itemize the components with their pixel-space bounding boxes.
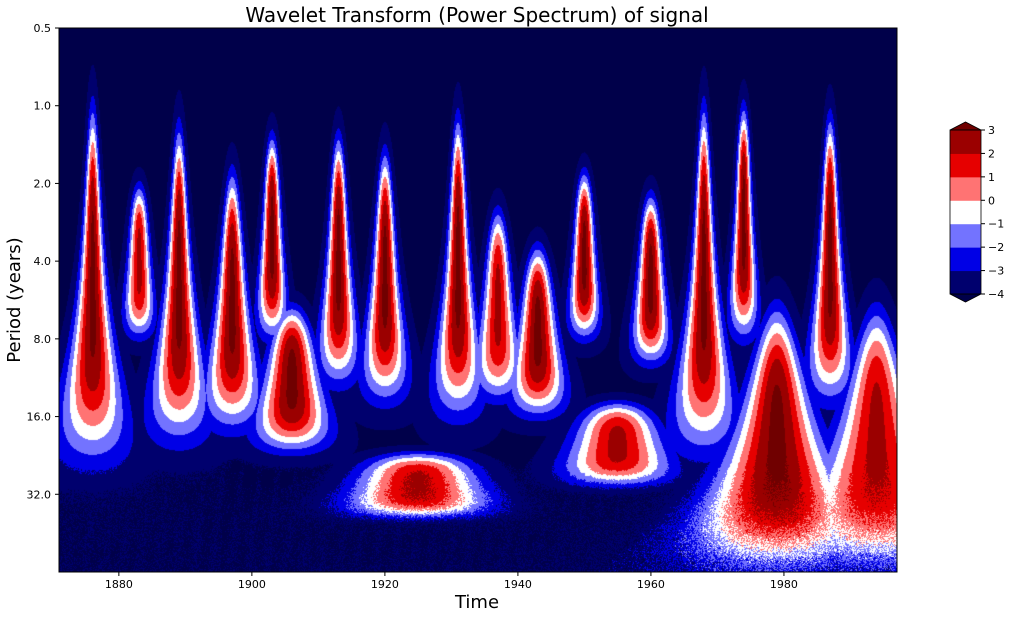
colorbar-tick-label: −2 [988,241,1004,254]
y-tick-label: 8.0 [34,333,52,346]
colorbar-extend-min [950,294,981,302]
y-tick-label: 32.0 [27,488,52,501]
colorbar-tick-label: −3 [988,265,1004,278]
y-tick-label: 2.0 [34,177,52,190]
x-tick-label: 1880 [105,578,133,591]
colorbar-band [950,224,981,248]
y-tick-label: 1.0 [34,100,52,113]
y-tick-label: 0.5 [34,22,52,35]
colorbar-tick-label: 0 [988,194,995,207]
colorbar-band [950,247,981,271]
colorbar-band [950,271,981,295]
colorbar-tick-label: 2 [988,147,995,160]
x-tick-label: 1900 [238,578,266,591]
colorbar-band [950,200,981,224]
x-tick-label: 1940 [504,578,532,591]
chart-title: Wavelet Transform (Power Spectrum) of si… [245,3,708,27]
colorbar-tick-label: −4 [988,288,1004,301]
x-tick-label: 1960 [637,578,665,591]
x-tick-label: 1920 [371,578,399,591]
y-axis-label: Period (years) [4,237,25,362]
colorbar: −4 −3 −2 −1 0 1 2 3 [950,122,1004,302]
colorbar-extend-max [950,122,981,130]
y-tick-label: 16.0 [27,411,52,424]
x-axis-label: Time [454,592,499,613]
colorbar-tick-label: 1 [988,171,995,184]
plot-area-container [59,28,897,572]
colorbar-band [950,130,981,154]
colorbar-tick-label: −1 [988,218,1004,231]
power-spectrum-heatmap [59,28,897,572]
x-tick-label: 1980 [770,578,798,591]
y-axis-ticks: 0.5 1.0 2.0 4.0 8.0 16.0 32.0 [27,22,60,501]
x-axis-ticks: 1880 1900 1920 1940 1960 1980 [105,572,798,591]
colorbar-band [950,153,981,177]
colorbar-tick-label: 3 [988,124,995,137]
y-tick-label: 4.0 [34,255,52,268]
colorbar-band [950,177,981,201]
